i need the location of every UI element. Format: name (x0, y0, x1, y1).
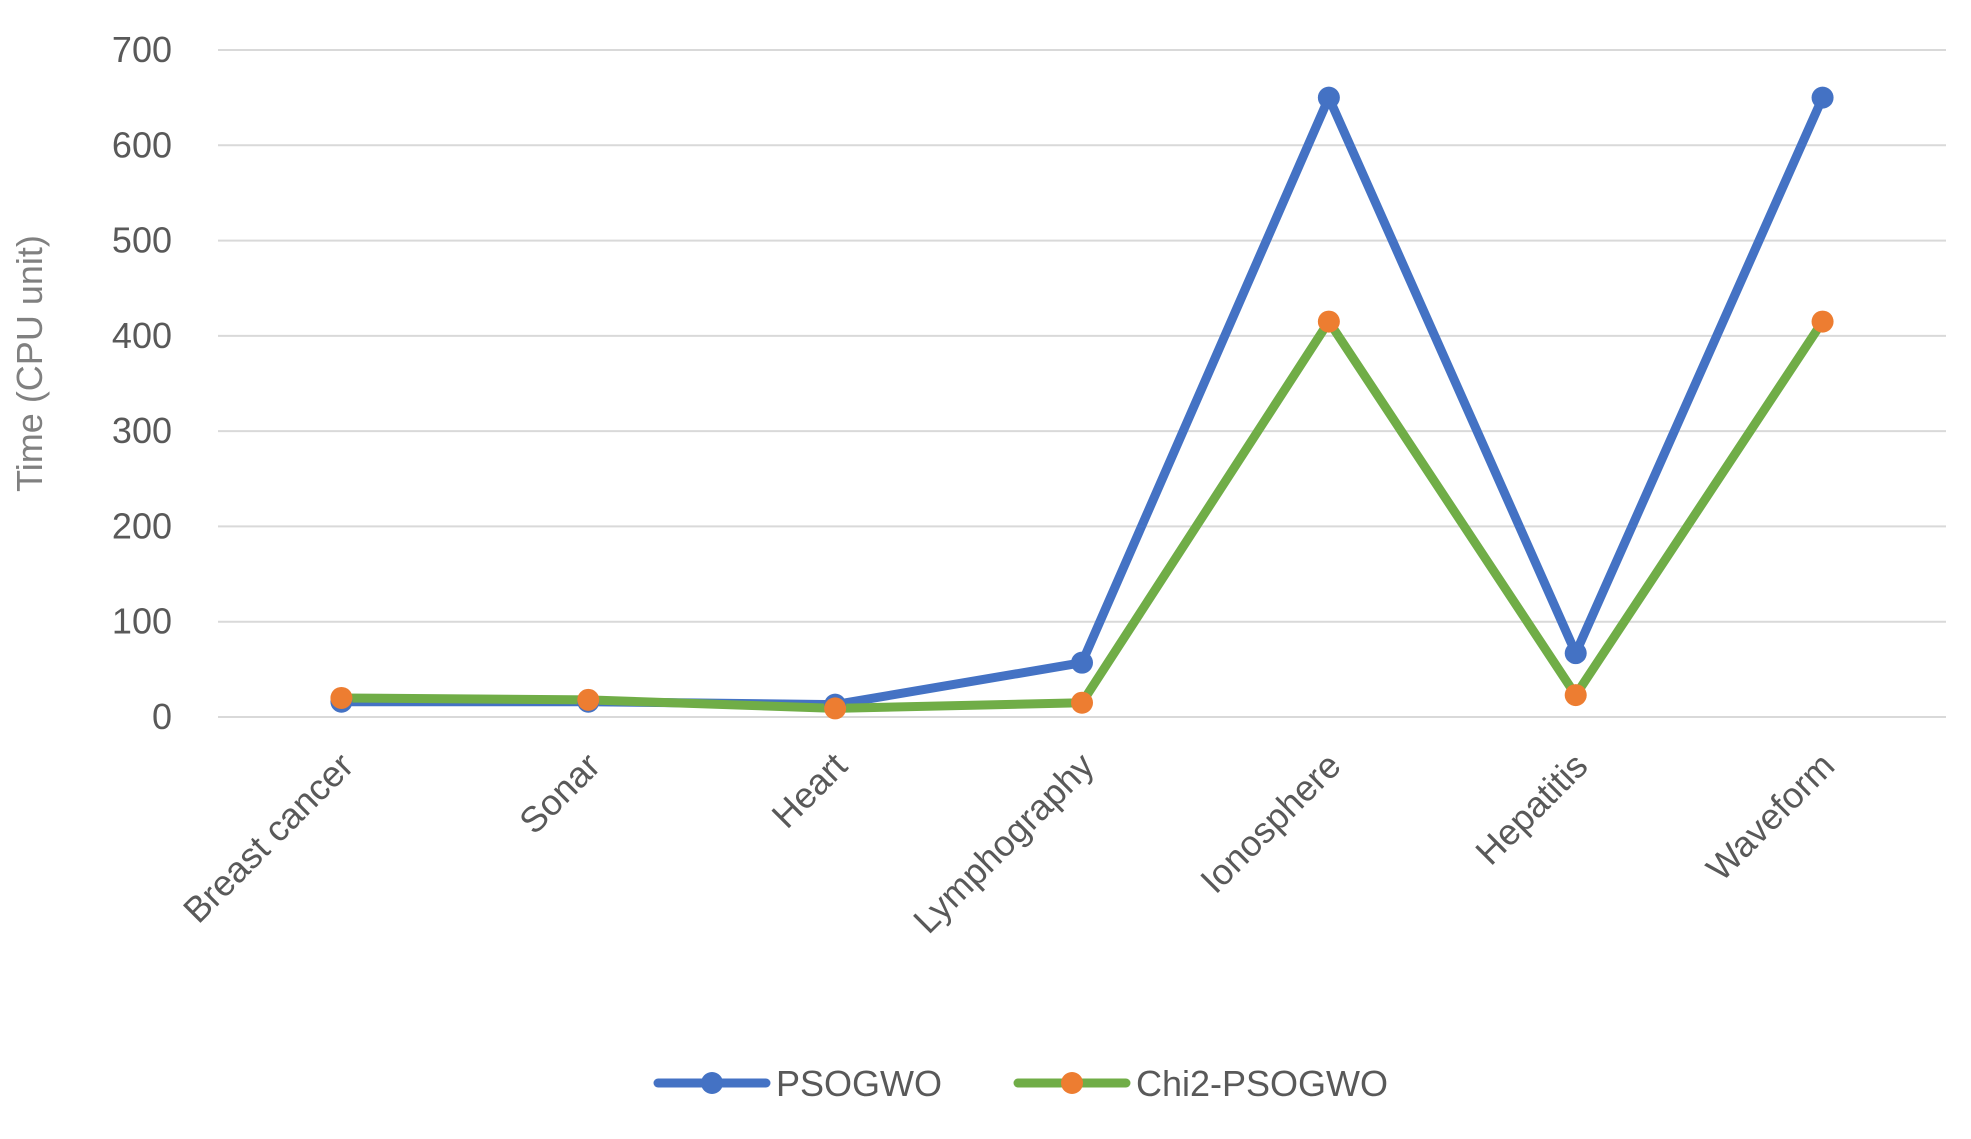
legend-label-0: PSOGWO (776, 1063, 942, 1104)
y-tick-label: 400 (112, 315, 172, 356)
data-point (1564, 642, 1587, 665)
y-axis-title: Time (CPU unit) (9, 235, 50, 492)
y-tick-label: 100 (112, 601, 172, 642)
x-tick-label: Sonar (511, 745, 608, 842)
y-tick-label: 700 (112, 29, 172, 70)
legend: PSOGWO Chi2-PSOGWO (653, 1063, 1388, 1104)
x-tick-label: Ionosphere (1192, 745, 1348, 901)
data-point (1071, 651, 1093, 674)
y-axis-tick-labels: 0 100 200 300 400 500 600 700 (112, 29, 172, 737)
x-tick-label: Hepatitis (1467, 745, 1595, 873)
y-tick-label: 300 (112, 410, 172, 451)
legend-marker-0 (701, 1072, 723, 1094)
data-point (1811, 86, 1834, 109)
y-tick-label: 0 (152, 696, 172, 737)
data-point (1071, 691, 1093, 714)
x-axis-tick-labels: Breast cancer Sonar Heart Lymphography Ionos… (175, 745, 1842, 941)
data-point (1317, 86, 1340, 109)
data-point (1564, 684, 1587, 707)
gridlines (218, 49, 1946, 718)
series-line-1 (336, 317, 1828, 713)
series-lines (330, 86, 1834, 720)
data-point (577, 688, 600, 711)
data-point (1811, 310, 1834, 333)
data-point (824, 697, 847, 720)
data-point (1317, 310, 1340, 333)
y-tick-label: 500 (112, 220, 172, 261)
x-tick-label: Heart (764, 745, 855, 836)
legend-marker-1 (1061, 1072, 1083, 1094)
data-point (330, 686, 353, 709)
legend-label-1: Chi2-PSOGWO (1136, 1063, 1388, 1104)
series-line-0 (336, 93, 1828, 710)
x-tick-label: Lymphography (905, 745, 1101, 941)
y-tick-label: 200 (112, 505, 172, 546)
x-tick-label: Breast cancer (175, 745, 361, 931)
x-tick-label: Waveform (1698, 745, 1842, 889)
y-tick-label: 600 (112, 124, 172, 165)
